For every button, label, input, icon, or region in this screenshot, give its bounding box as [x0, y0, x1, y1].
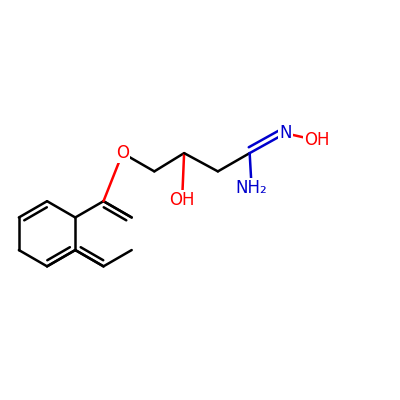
Text: OH: OH — [169, 191, 195, 209]
Text: O: O — [116, 144, 129, 162]
Text: OH: OH — [304, 132, 330, 150]
Text: NH₂: NH₂ — [236, 179, 268, 197]
Text: N: N — [279, 124, 292, 142]
